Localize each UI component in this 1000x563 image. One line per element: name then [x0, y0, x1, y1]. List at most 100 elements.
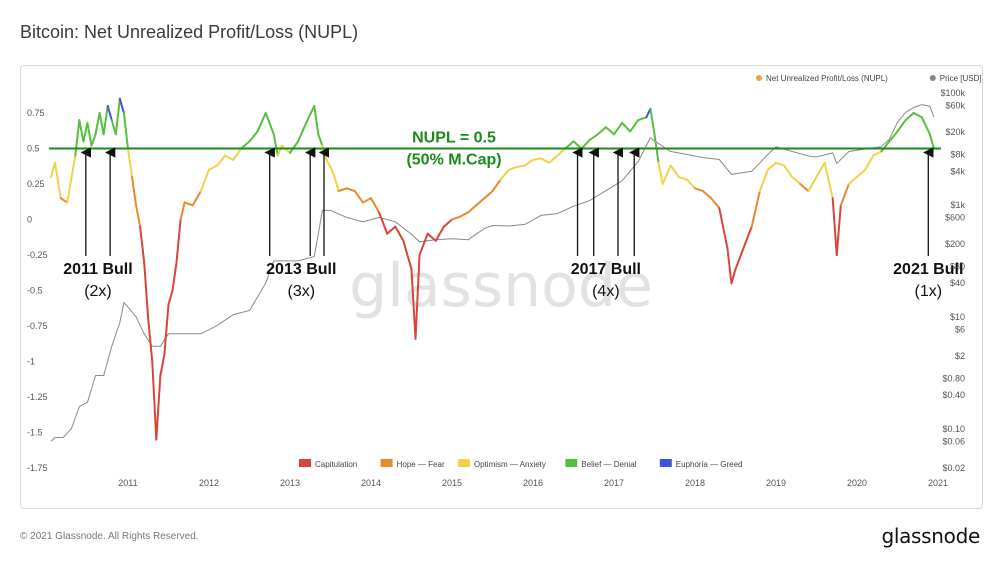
- nupl-segment: [491, 178, 502, 193]
- nupl-segment: [718, 207, 729, 249]
- nupl-segment: [167, 289, 174, 306]
- nupl-segment: [855, 168, 867, 178]
- right-axis-tick: $80: [950, 261, 965, 271]
- nupl-segment: [548, 154, 559, 164]
- nupl-segment: [823, 161, 834, 200]
- nupl-segment: [232, 147, 243, 161]
- nupl-segment: [135, 204, 142, 228]
- glassnode-logo[interactable]: glassnode: [881, 524, 980, 548]
- left-axis-tick: 0.5: [27, 144, 40, 154]
- nupl-segment: [175, 218, 182, 264]
- nupl-segment: [604, 126, 615, 136]
- nupl-segment: [345, 187, 356, 193]
- nupl-segment: [418, 232, 429, 256]
- nupl-segment: [118, 97, 125, 114]
- nupl-segment: [82, 121, 89, 143]
- nupl-segment: [450, 215, 462, 221]
- nupl-segment: [657, 161, 664, 185]
- nupl-segment: [86, 121, 93, 147]
- nupl-segment: [333, 175, 340, 193]
- x-axis-tick: 2011: [118, 478, 137, 488]
- right-axis-tick: $6: [955, 324, 965, 334]
- nupl-segment: [183, 201, 194, 207]
- nupl-segment: [240, 140, 251, 150]
- nupl-segment: [163, 303, 170, 356]
- nupl-segment: [434, 225, 445, 242]
- nupl-segment: [147, 317, 154, 363]
- x-axis-tick: 2017: [604, 478, 624, 488]
- nupl-segment: [556, 147, 567, 157]
- nupl-segment: [361, 197, 372, 204]
- nupl-segment: [151, 360, 158, 441]
- left-axis-tick: -0.75: [27, 321, 48, 331]
- nupl-segment: [207, 164, 219, 171]
- nupl-segment: [264, 112, 275, 136]
- left-axis-tick: 0: [27, 215, 32, 225]
- nupl-segment: [171, 261, 178, 292]
- nupl-segment: [920, 116, 931, 136]
- nupl-segment: [564, 140, 575, 150]
- right-axis-tick: $2: [955, 351, 965, 361]
- nupl-segment: [102, 104, 109, 136]
- legend-dot: [929, 75, 936, 81]
- nupl-segment: [59, 197, 69, 204]
- nupl-segment: [612, 121, 624, 136]
- nupl-segment: [928, 133, 935, 150]
- nupl-segment: [912, 112, 923, 119]
- left-axis-tick: -1.75: [27, 463, 48, 473]
- right-axis-tick: $100k: [940, 88, 965, 98]
- x-axis-tick: 2018: [685, 478, 705, 488]
- legend-top-label: Net Unrealized Profit/Loss (NUPL): [766, 74, 888, 83]
- nupl-segment: [353, 190, 364, 204]
- nupl-segment: [710, 197, 721, 210]
- nupl-segment: [386, 225, 397, 235]
- nupl-segment: [758, 168, 769, 193]
- nupl-segment: [179, 201, 186, 221]
- nupl-segment: [337, 187, 348, 193]
- right-axis-tick: $200: [945, 239, 965, 249]
- nupl-segment: [637, 116, 648, 122]
- right-axis-tick: $0.40: [942, 390, 965, 400]
- nupl-segment: [896, 119, 907, 133]
- price-series-line: [50, 104, 935, 442]
- nupl-segment: [839, 183, 850, 207]
- x-axis-tick: 2019: [766, 478, 786, 488]
- bull-label: 2013 Bull: [266, 261, 336, 278]
- nupl-segment: [515, 164, 526, 168]
- nupl-segment: [126, 147, 134, 178]
- nupl-segment: [864, 154, 875, 171]
- x-axis-tick: 2012: [199, 478, 219, 488]
- nupl-segment: [305, 104, 316, 124]
- nupl-segment: [199, 168, 210, 193]
- nupl-segment: [835, 204, 842, 256]
- right-axis-tick: $4k: [950, 166, 965, 176]
- nupl-segment: [317, 133, 324, 147]
- right-axis-tick: $40: [950, 278, 965, 288]
- right-axis-tick: $10: [950, 312, 965, 322]
- nupl-segment: [702, 190, 713, 200]
- nupl-segment: [588, 133, 599, 141]
- nupl-segment: [904, 112, 915, 122]
- left-axis-tick: 0.25: [27, 179, 45, 189]
- left-axis-tick: -1.5: [27, 428, 43, 438]
- nupl-segment: [410, 268, 417, 340]
- nupl-segment: [669, 164, 680, 178]
- nupl-segment: [442, 218, 453, 228]
- bull-multiple: (3x): [288, 283, 316, 300]
- nupl-segment: [74, 119, 81, 157]
- nupl-segment: [131, 175, 138, 207]
- left-axis-tick: -0.5: [27, 286, 43, 296]
- nupl-segment: [248, 130, 259, 143]
- legend-swatch: [457, 459, 470, 467]
- nupl-segment: [159, 353, 166, 377]
- legend-swatch: [565, 459, 578, 467]
- nupl-segment: [791, 175, 802, 185]
- nupl-segment: [730, 268, 737, 285]
- nupl-segment: [693, 187, 705, 193]
- nupl-segment: [831, 197, 838, 256]
- chart-frame: glassnode 0.75 0.5 0.25 0 -0.25 -0.5 -0.75 -1 -1…: [20, 65, 983, 509]
- right-axis-tick: $0.02: [942, 463, 965, 473]
- right-axis-tick: $20k: [945, 127, 965, 137]
- nupl-segment: [540, 157, 551, 164]
- right-axis-tick: $0.10: [942, 424, 965, 434]
